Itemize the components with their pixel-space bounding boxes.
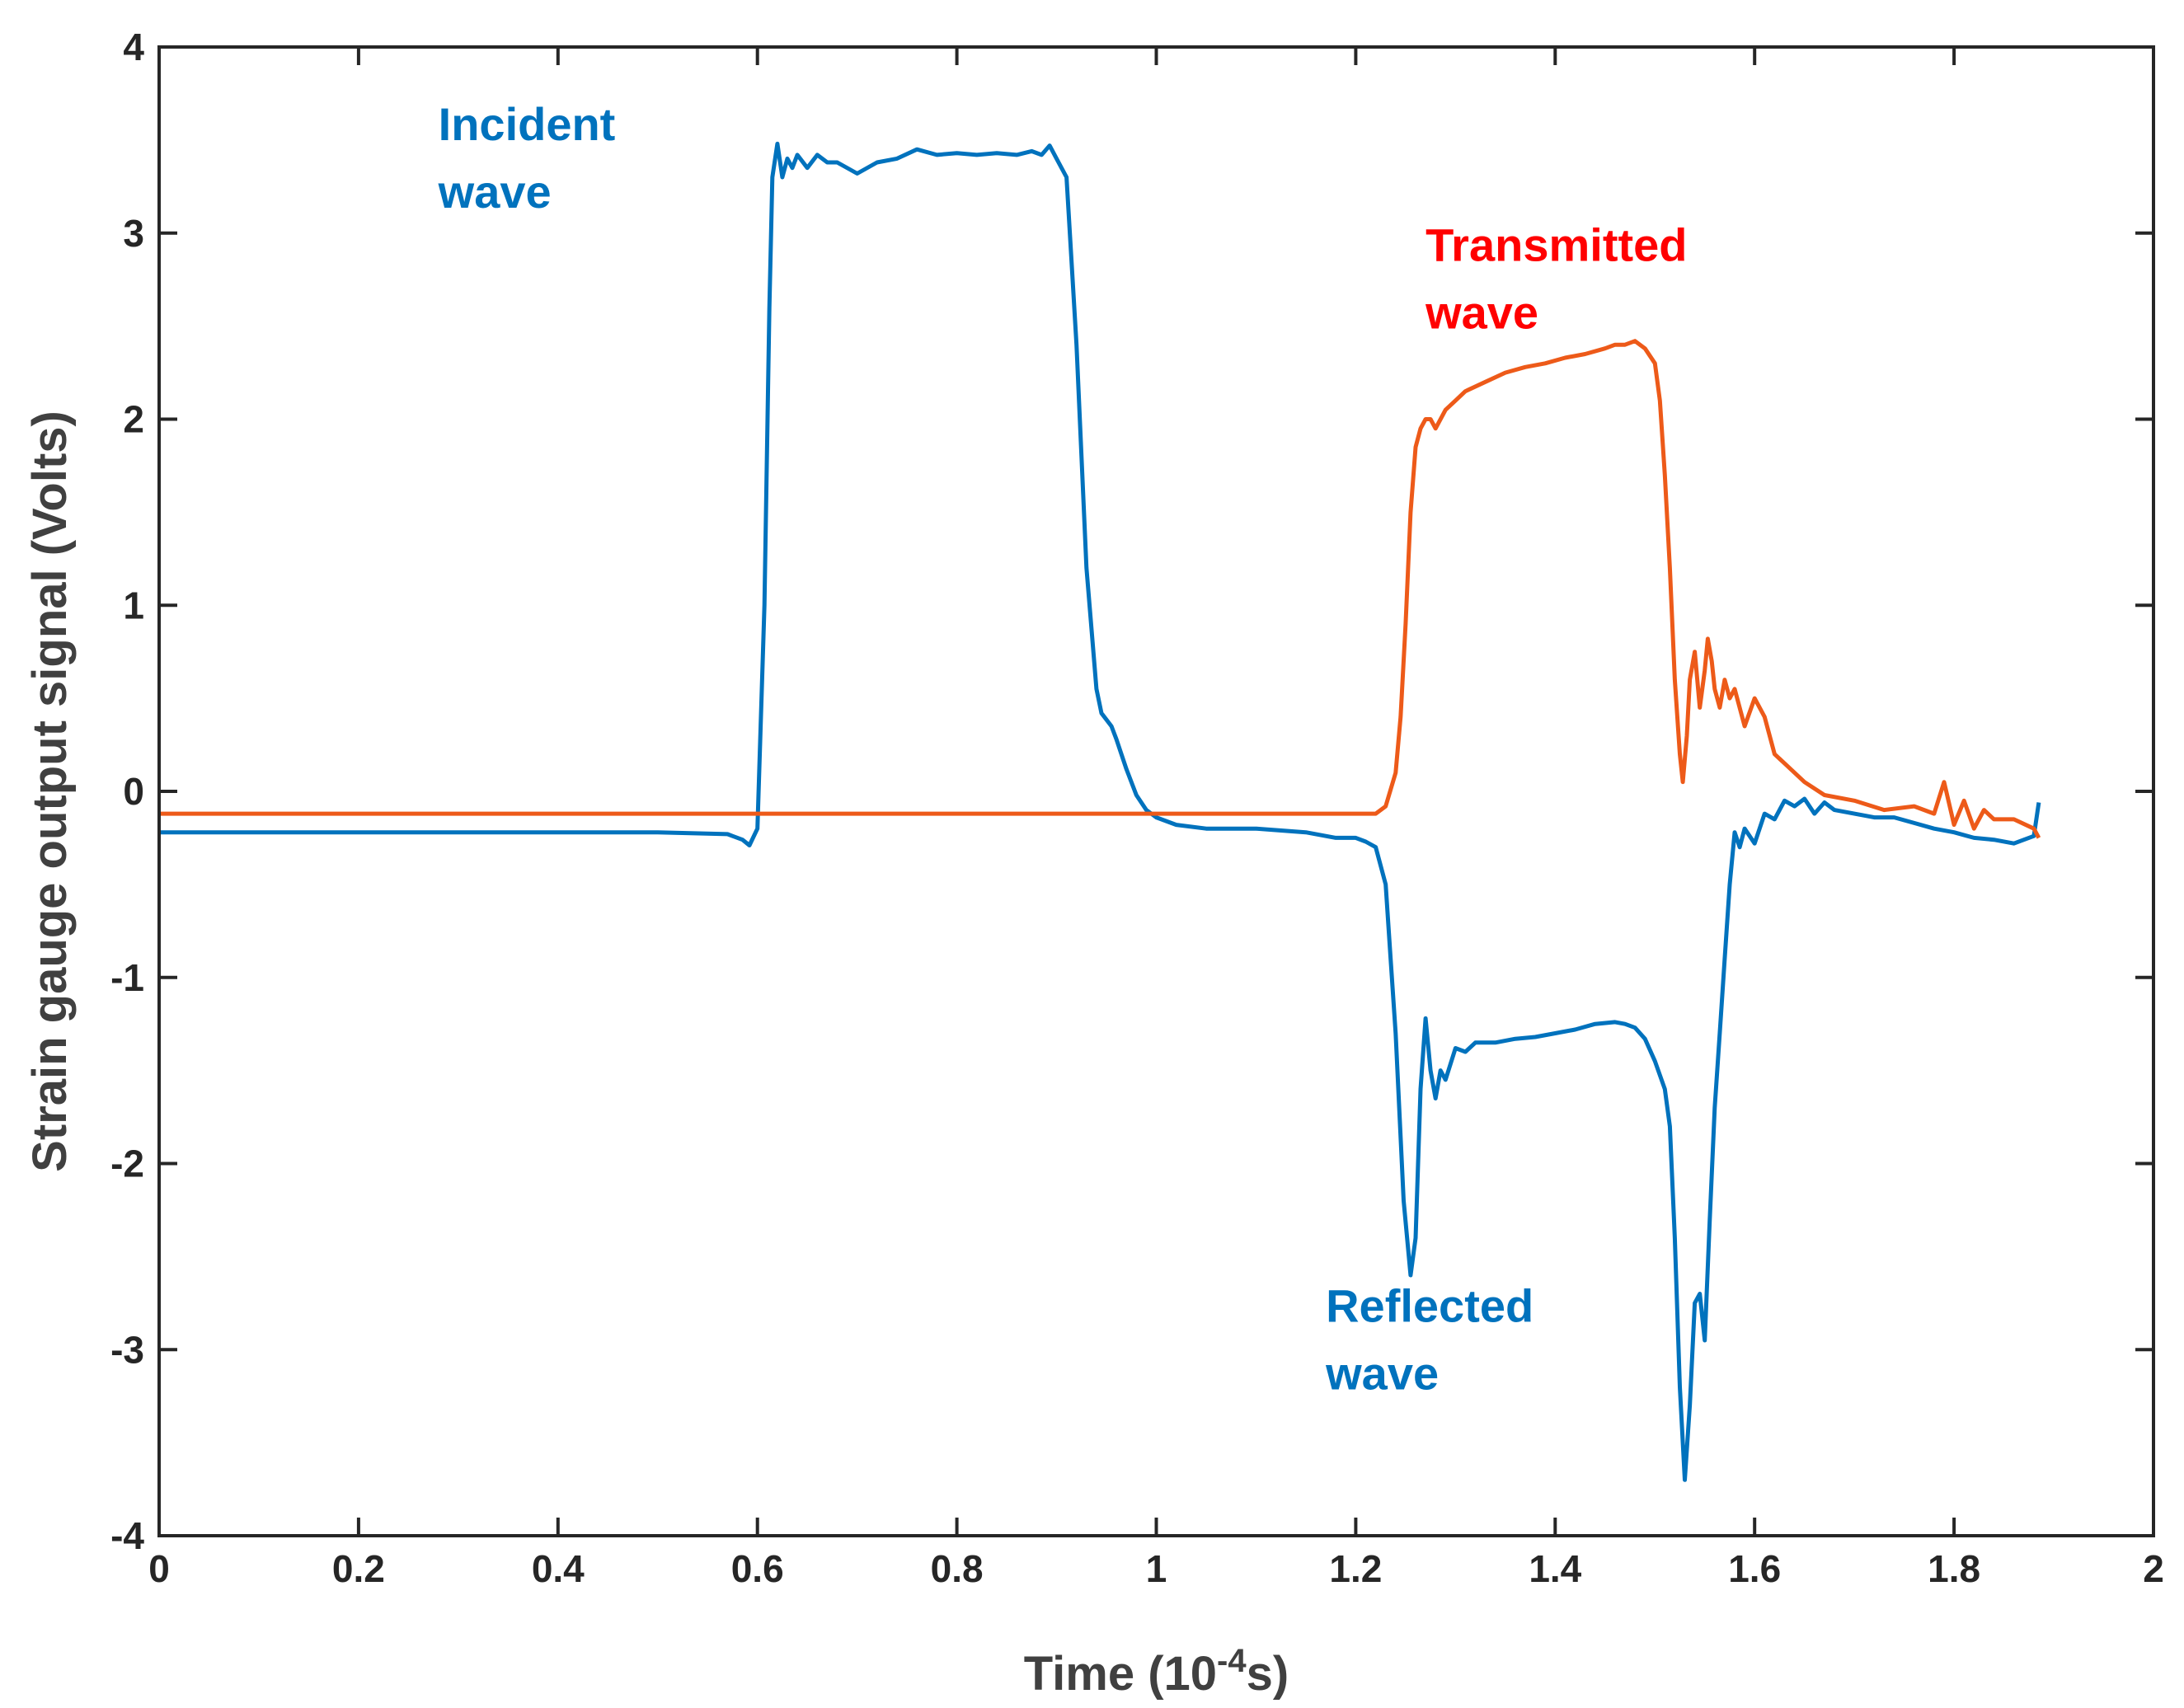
x-tick-label: 0.6 — [731, 1547, 784, 1590]
y-tick-labels: -4 -3 -2 -1 0 1 2 3 4 — [110, 26, 144, 1557]
x-tick-label: 0 — [148, 1547, 170, 1590]
y-tick-label: 4 — [123, 26, 144, 68]
y-tick-label: -1 — [110, 956, 144, 999]
y-tick-label: -3 — [110, 1328, 144, 1371]
series-line-transmitted — [159, 339, 2041, 839]
x-tick-label: 1.8 — [1928, 1547, 1980, 1590]
series-line-incident-reflected — [159, 141, 2041, 1482]
x-tick-label: 0.4 — [532, 1547, 585, 1590]
x-axis-title: Time (10-4s) — [1024, 1643, 1289, 1701]
plot-frame — [157, 45, 2155, 1537]
y-tick-label: -2 — [110, 1143, 144, 1185]
annotation-line: Incident — [439, 98, 616, 150]
x-axis-title-superscript: -4 — [1217, 1643, 1247, 1679]
x-tick-label: 1 — [1146, 1547, 1167, 1590]
data-series — [159, 141, 2041, 1482]
x-tick-label: 2 — [2143, 1547, 2164, 1590]
x-tick-label: 0.8 — [931, 1547, 984, 1590]
annotation-line: wave — [1325, 1347, 1439, 1399]
x-tick-label: 0.2 — [332, 1547, 385, 1590]
annotation-line: Reflected — [1326, 1279, 1533, 1331]
x-tick-label: 1.2 — [1329, 1547, 1382, 1590]
x-tick-label: 1.4 — [1529, 1547, 1581, 1590]
annotation-transmitted: Transmitted wave — [1425, 219, 1687, 339]
x-axis-title-main: Time (10 — [1024, 1647, 1217, 1701]
annotation-reflected: Reflected wave — [1325, 1279, 1533, 1399]
annotations: Incident wave Transmitted wave Reflected wave — [438, 98, 1688, 1400]
annotation-line: wave — [438, 166, 552, 218]
y-tick-label: 2 — [123, 398, 144, 441]
x-axis-title-suffix: s) — [1247, 1647, 1289, 1701]
y-tick-label: 1 — [123, 584, 144, 626]
annotation-line: Transmitted — [1425, 219, 1687, 271]
y-axis-title: Strain gauge output signal (Volts) — [23, 411, 77, 1172]
x-tick-label: 1.6 — [1728, 1547, 1781, 1590]
y-tick-label: 0 — [123, 770, 144, 813]
y-tick-label: 3 — [123, 212, 144, 255]
annotation-line: wave — [1425, 287, 1538, 339]
x-tick-labels: 0 0.2 0.4 0.6 0.8 1 1.2 1.4 1.6 1.8 2 — [148, 1547, 2164, 1590]
y-tick-label: -4 — [110, 1514, 144, 1557]
annotation-incident: Incident wave — [438, 98, 616, 218]
